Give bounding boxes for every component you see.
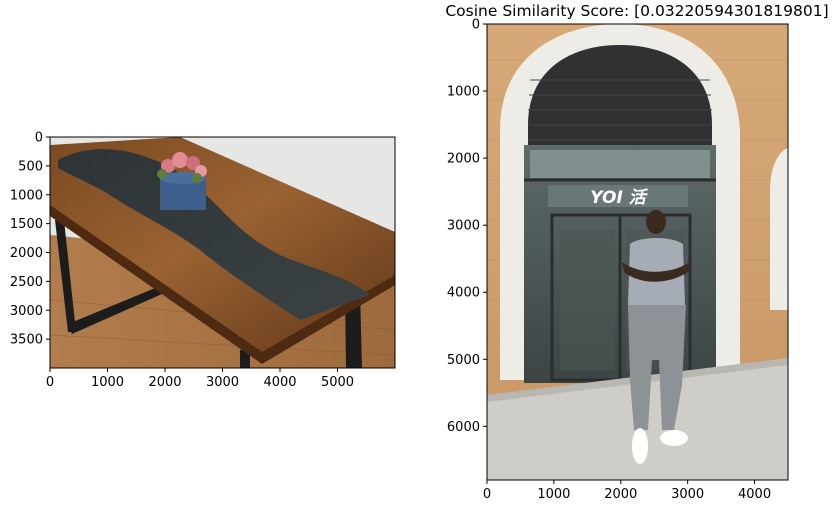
left-x-tick-label: 5000 (321, 375, 354, 390)
left-y-tick-label: 2500 (10, 275, 43, 290)
left-x-tick-label: 1000 (91, 375, 124, 390)
right-y-tick-label: 6000 (447, 420, 480, 435)
left-x-tick-label: 4000 (263, 375, 296, 390)
right-y-tick-label: 5000 (447, 353, 480, 368)
right-y-tick-label: 2000 (447, 152, 480, 167)
right-y-tick-label: 4000 (447, 286, 480, 301)
left-y-tick-label: 3500 (10, 333, 43, 348)
right-x-tick-label: 2000 (604, 487, 637, 502)
left-x-tick-label: 3000 (206, 375, 239, 390)
left-y-tick-label: 1000 (10, 188, 43, 203)
right-x-tick-label: 0 (483, 487, 491, 502)
left-y-tick-label: 2000 (10, 246, 43, 261)
right-x-tick-label: 3000 (671, 487, 704, 502)
left-axes-ticks: 0 1000 2000 3000 4000 5000 0 500 1000 1500 2000 250… (10, 131, 354, 391)
table-photo (50, 137, 395, 368)
left-y-tick-label: 1500 (10, 217, 43, 232)
left-axes: 0 1000 2000 3000 4000 5000 0 500 1000 1500 2000 250… (10, 131, 396, 391)
storefront-sign: YOI 活 (590, 188, 648, 208)
right-axes-frame (486, 23, 789, 481)
right-axes: YOI 活 0 1000 2000 3000 4000 0 1000 2000 3000 4000 (447, 18, 789, 503)
left-y-tick-label: 0 (35, 131, 43, 146)
left-y-tick-label: 3000 (10, 304, 43, 319)
right-axes-title: Cosine Similarity Score: [0.032205943018… (445, 2, 828, 20)
storefront-photo: YOI 活 (487, 24, 788, 480)
right-x-tick-label: 1000 (537, 487, 570, 502)
right-axes-ticks: 0 1000 2000 3000 4000 0 1000 2000 3000 4000 5000 60… (447, 18, 771, 503)
right-y-tick-label: 0 (472, 18, 480, 33)
left-y-tick-label: 500 (18, 159, 43, 174)
right-y-tick-label: 3000 (447, 219, 480, 234)
left-x-tick-label: 2000 (148, 375, 181, 390)
right-x-tick-label: 4000 (738, 487, 771, 502)
left-x-tick-label: 0 (46, 375, 54, 390)
right-y-tick-label: 1000 (447, 85, 480, 100)
